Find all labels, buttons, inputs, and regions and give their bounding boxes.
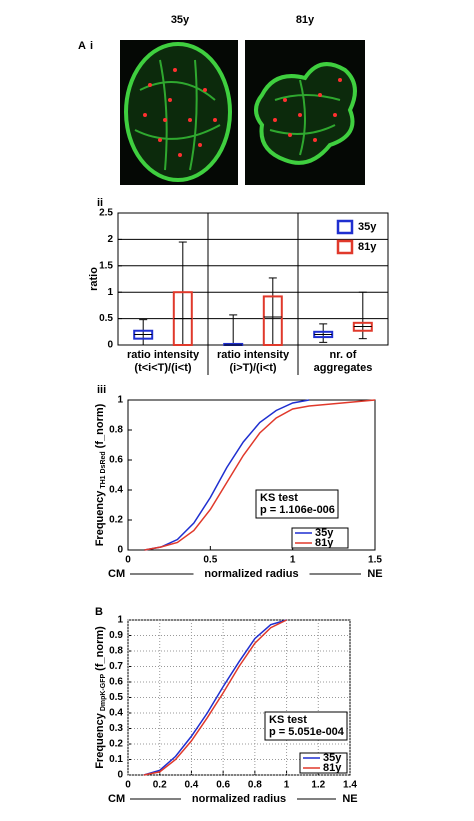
- y-axis-label-sub: DmpK-GFP: [100, 673, 107, 711]
- legend-box: [336, 239, 354, 255]
- plot-area: [127, 399, 376, 551]
- panel-label: ii: [97, 197, 103, 209]
- y-tick-label: 0.3: [109, 723, 123, 734]
- panel-label: A: [78, 40, 86, 52]
- y-tick-label: 1.5: [99, 260, 113, 271]
- x-tick-label: (i>T)/(i<t): [229, 362, 276, 374]
- y-tick-label: 0.6: [109, 677, 123, 688]
- y-tick-label: 0.5: [109, 692, 123, 703]
- x-tick-label: ratio intensity: [127, 349, 200, 361]
- y-tick-label: 0.2: [109, 515, 123, 526]
- x-axis-label-left: CM: [108, 793, 125, 805]
- x-tick-label: 1: [290, 555, 296, 566]
- legend-label: 35y: [358, 221, 377, 233]
- x-axis-label: normalized radius: [192, 793, 286, 805]
- legend-label: 81y: [323, 762, 342, 774]
- y-tick-label: 0: [107, 340, 113, 351]
- annotation-box: [255, 489, 339, 519]
- image-title: 35y: [171, 14, 190, 26]
- y-tick-label: 0.8: [109, 425, 123, 436]
- x-tick-label: 0: [125, 780, 131, 791]
- x-axis-label: normalized radius: [204, 568, 298, 580]
- y-tick-label: 0.4: [109, 485, 123, 496]
- y-axis-label-unit: (f_norm): [94, 403, 106, 448]
- legend-label: 81y: [315, 537, 334, 549]
- annotation: p = 5.051e-004: [269, 726, 345, 738]
- y-tick-label: 0.7: [109, 661, 123, 672]
- micrograph: [120, 40, 238, 185]
- y-tick-label: 1: [117, 615, 123, 626]
- panel-label: i: [90, 40, 93, 52]
- x-axis-label-right: NE: [342, 793, 357, 805]
- y-tick-label: 0.5: [99, 313, 113, 324]
- legend-box: [336, 219, 354, 235]
- y-axis-label: FrequencyDmpK-GFP (f_norm): [94, 626, 107, 769]
- y-tick-label: 2.5: [99, 208, 113, 219]
- cdf-line: [144, 399, 376, 551]
- y-tick-label: 0.6: [109, 455, 123, 466]
- legend-label: 35y: [323, 752, 342, 764]
- box: [262, 295, 283, 347]
- x-tick-label: 0.6: [216, 780, 230, 791]
- y-tick-label: 0.9: [109, 630, 123, 641]
- y-tick-label: 0: [117, 545, 123, 556]
- y-tick-label: 1: [117, 395, 123, 406]
- x-tick-label: 1: [284, 780, 290, 791]
- y-tick-label: 0.8: [109, 646, 123, 657]
- annotation-box: [264, 711, 348, 741]
- y-axis-label-sub: TH1 DsRed: [100, 451, 107, 488]
- image-title: 81y: [296, 14, 315, 26]
- x-tick-label: 0.8: [248, 780, 262, 791]
- annotation: p = 1.106e-006: [260, 504, 335, 516]
- x-tick-label: (t<i<T)/(i<t): [134, 362, 191, 374]
- x-tick-label: 0: [125, 555, 131, 566]
- legend-label: 81y: [358, 241, 377, 253]
- x-tick-label: 0.5: [203, 555, 217, 566]
- y-axis-label: Frequency TH1 DsRed (f_norm): [94, 403, 107, 546]
- y-axis-label: ratio: [88, 267, 100, 291]
- x-axis-label-left: CM: [108, 568, 125, 580]
- x-tick-label: nr. of: [330, 349, 357, 361]
- annotation: KS test: [260, 492, 298, 504]
- x-tick-label: ratio intensity: [217, 349, 290, 361]
- y-tick-label: 2: [107, 234, 113, 245]
- cdf-line: [143, 619, 287, 776]
- x-tick-label: 1.2: [311, 780, 325, 791]
- x-tick-label: 0.2: [153, 780, 167, 791]
- legend-label: 35y: [315, 527, 334, 539]
- y-tick-label: 1: [107, 287, 113, 298]
- y-tick-label: 0.1: [109, 754, 123, 765]
- x-tick-label: 1.4: [343, 780, 357, 791]
- x-tick-label: aggregates: [314, 362, 373, 374]
- micrograph: [245, 40, 365, 185]
- y-tick-label: 0: [117, 770, 123, 781]
- annotation: KS test: [269, 714, 307, 726]
- cdf-line: [144, 399, 310, 551]
- y-axis-label-main: Frequency: [94, 490, 106, 547]
- x-axis-label-right: NE: [367, 568, 382, 580]
- panel-label: B: [95, 606, 103, 618]
- y-tick-label: 0.2: [109, 739, 123, 750]
- x-tick-label: 0.4: [184, 780, 198, 791]
- x-tick-label: 1.5: [368, 555, 382, 566]
- cdf-line: [143, 619, 287, 776]
- y-axis-label-unit: (f_norm): [94, 626, 106, 671]
- panel-label: iii: [97, 384, 106, 396]
- y-tick-label: 0.4: [109, 708, 123, 719]
- y-axis-label-main: Frequency: [94, 712, 106, 769]
